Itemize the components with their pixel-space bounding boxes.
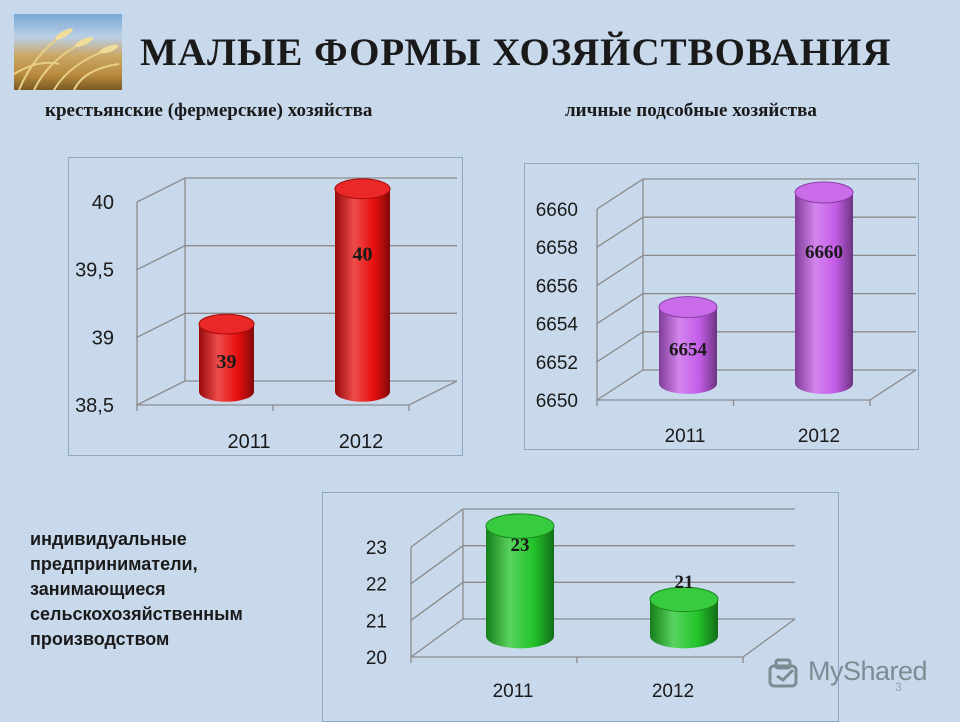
chart-0-data-label: 40 [353, 243, 373, 265]
chart-1-y-tick-label: 6654 [536, 315, 579, 336]
chart-1-title: крестьянские (фермерские) хозяйства [45, 100, 373, 121]
chart-1-bar-body [659, 307, 717, 394]
chart-0-gridline [136, 380, 457, 406]
chart-entrepreneurs: 20 21 22 23 2011 2012 23 21 [322, 492, 839, 722]
chart-1-category-label: 2012 [798, 426, 840, 447]
chart-2-y-tick-label: 23 [366, 538, 387, 559]
chart-2-y-tick-label: 20 [366, 648, 387, 669]
chart-2-category-label: 2011 [493, 681, 534, 702]
chart-0-y-tick-label: 40 [92, 192, 114, 214]
chart-2-bar-body [486, 526, 554, 649]
chart-0-data-label: 39 [217, 351, 237, 373]
chart-2-gridline [410, 618, 795, 658]
chart-2-bar-body [650, 599, 718, 649]
chart-1-y-tick-label: 6650 [536, 391, 578, 412]
chart-1-bar-top [658, 296, 718, 319]
chart-1-gridline [596, 254, 916, 286]
chart-0-floor [137, 380, 458, 406]
chart-1-bar [658, 296, 718, 394]
watermark-text: MyShared [808, 656, 928, 686]
chart-1-floor [597, 369, 917, 401]
chart-2-axes [410, 508, 796, 663]
chart-1-bar [794, 181, 854, 394]
chart-0-y-tick-label: 39 [92, 327, 114, 349]
chart-farms: 38,5 39 39,5 40 2011 2012 39 40 [68, 157, 463, 456]
wheat-photo [14, 14, 122, 90]
chart-2-floor [411, 618, 796, 658]
chart-2-gridline [410, 545, 795, 585]
chart-0-bar-top [198, 313, 255, 335]
chart-2-category-label: 2012 [652, 681, 694, 702]
chart-0-bar [198, 313, 255, 402]
chart-2-bar-top [485, 513, 555, 539]
chart-1-data-label: 6660 [805, 242, 843, 263]
chart-1-bar-top [794, 181, 854, 204]
chart-0-y-tick-label: 38,5 [75, 395, 114, 417]
chart-households-svg: 6650 6652 6654 6656 6658 6660 2011 2012 6654 6660 [536, 178, 917, 447]
chart-1-gridline [596, 369, 916, 401]
chart-1-category-label: 2011 [665, 426, 706, 447]
chart-3-label: индивидуальные предприниматели, занимающ… [30, 529, 243, 649]
chart-2-y-tick-label: 22 [366, 575, 387, 596]
chart-1-y-tick-label: 6658 [536, 238, 578, 259]
page-title: МАЛЫЕ ФОРМЫ ХОЗЯЙСТВОВАНИЯ [140, 31, 892, 74]
chart-0-category-label: 2011 [227, 431, 270, 453]
chart-2-bar [649, 586, 719, 649]
chart-0-bar-top [334, 178, 391, 200]
chart-0-bar-body [335, 188, 390, 402]
chart-2-bar [485, 513, 555, 649]
chart-entrepreneurs-svg: 20 21 22 23 2011 2012 23 21 [366, 508, 796, 702]
chart-2-bar-top [649, 586, 719, 613]
chart-1-y-tick-label: 6660 [536, 200, 578, 221]
chart-2-data-label: 21 [675, 572, 694, 593]
chart-1-axes [596, 178, 917, 406]
chart-0-category-label: 2012 [339, 431, 384, 453]
chart-1-gridline [596, 178, 916, 210]
chart-1-gridline [596, 216, 916, 248]
watermark-icon [768, 658, 798, 688]
chart-0-bar [334, 178, 391, 402]
chart-2-gridline [410, 508, 795, 548]
chart-1-gridline [596, 292, 916, 325]
chart-1-gridline [596, 331, 916, 363]
chart-1-data-label: 6654 [669, 339, 708, 360]
chart-2-y-tick-label: 21 [366, 611, 387, 632]
chart-households: 6650 6652 6654 6656 6658 6660 2011 2012 6654 6660 [524, 163, 919, 450]
chart-0-bar-body [199, 324, 254, 402]
chart-farms-svg: 38,5 39 39,5 40 2011 2012 39 40 [75, 177, 458, 453]
page-number: 3 [895, 680, 902, 694]
chart-2-title: личные подсобные хозяйства [565, 100, 817, 121]
chart-2-gridline [410, 581, 795, 621]
chart-2-data-label: 23 [511, 535, 530, 556]
chart-0-y-tick-label: 39,5 [75, 260, 114, 282]
chart-0-axes [136, 177, 458, 411]
chart-1-y-tick-label: 6656 [536, 276, 578, 297]
chart-1-bar-body [795, 192, 853, 394]
chart-1-y-tick-label: 6652 [536, 353, 578, 374]
